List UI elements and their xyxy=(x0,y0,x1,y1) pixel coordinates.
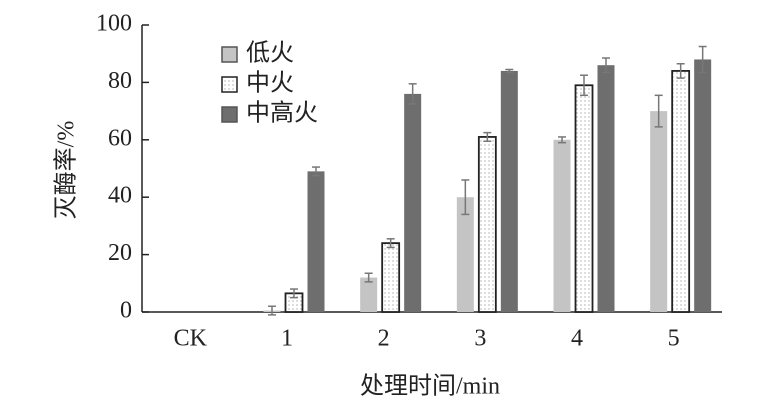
bar xyxy=(381,242,401,313)
y-tick-label: 40 xyxy=(108,183,132,209)
error-bar xyxy=(698,45,707,74)
y-tick-label: 80 xyxy=(108,68,132,94)
x-tick-label: 5 xyxy=(668,326,680,352)
bar xyxy=(553,139,571,312)
error-bar xyxy=(505,68,514,74)
error-bar xyxy=(483,131,492,142)
y-axis-label: 灭酶率/% xyxy=(53,121,80,220)
bar xyxy=(456,197,474,312)
bar xyxy=(597,65,615,313)
error-bar xyxy=(312,166,320,177)
x-axis-label: 处理时间/min xyxy=(360,373,500,400)
error-bar xyxy=(461,179,470,216)
x-tick-label: 2 xyxy=(378,326,390,352)
legend-label: 中火 xyxy=(246,70,294,97)
bar xyxy=(671,70,691,313)
error-bar xyxy=(386,238,395,249)
y-tick-label: 0 xyxy=(120,298,132,324)
error-bar xyxy=(268,305,276,316)
legend-label: 中高火 xyxy=(246,100,318,127)
legend-swatch xyxy=(221,76,238,93)
bar xyxy=(650,111,668,312)
bar xyxy=(477,136,497,313)
legend-swatch xyxy=(221,106,238,123)
legend-swatch xyxy=(221,46,238,63)
bar xyxy=(574,84,594,313)
y-tick-label: 100 xyxy=(96,11,132,37)
error-bar xyxy=(602,57,610,74)
y-tick-label: 20 xyxy=(108,240,132,266)
error-bar xyxy=(676,62,685,79)
bar xyxy=(360,277,378,312)
bar xyxy=(694,59,712,312)
bar xyxy=(404,93,422,312)
x-tick-label: CK xyxy=(174,326,208,352)
x-tick-label: 1 xyxy=(281,326,293,352)
legend-label: 低火 xyxy=(246,40,294,67)
y-tick-label: 60 xyxy=(108,125,132,151)
x-tick-label: 3 xyxy=(474,326,486,352)
bar xyxy=(500,70,518,312)
bar xyxy=(307,171,325,312)
error-bar xyxy=(654,94,663,128)
error-bar xyxy=(580,74,588,97)
error-bar xyxy=(364,272,373,283)
error-bar xyxy=(408,83,417,105)
error-bar xyxy=(558,136,566,144)
x-tick-label: 4 xyxy=(571,326,583,352)
error-bar xyxy=(290,288,298,299)
